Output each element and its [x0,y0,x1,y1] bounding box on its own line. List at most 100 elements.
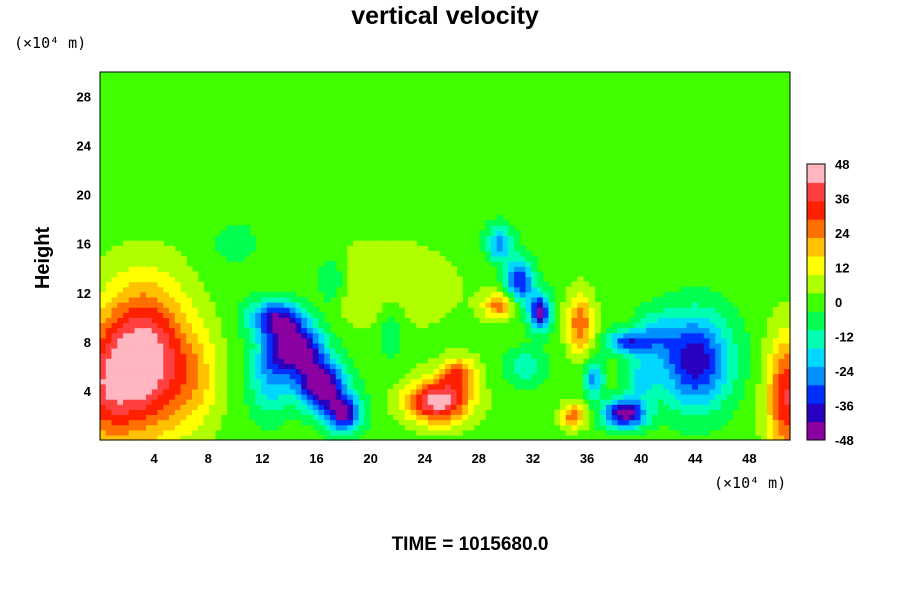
heatmap-cell [387,332,394,339]
heatmap-cell [163,388,170,395]
heatmap-cell [347,434,354,441]
heatmap-cell [376,256,383,262]
heatmap-cell [324,424,331,431]
heatmap-cell [243,342,251,349]
heatmap-cell [399,276,406,283]
heatmap-cell [111,302,118,308]
heatmap-cell [358,256,366,262]
heatmap-cell [289,317,297,324]
heatmap-cell [347,281,354,288]
heatmap-cell [427,286,435,293]
heatmap-cell [663,317,670,324]
heatmap-cell [358,317,366,324]
y-tick-label: 4 [84,384,92,399]
heatmap-cell [180,419,187,426]
heatmap-cell [542,281,550,288]
heatmap-cell [163,424,170,431]
heatmap-cell [174,317,182,324]
heatmap-cell [703,394,711,400]
heatmap-cell [646,348,653,354]
heatmap-cell [709,332,716,339]
heatmap-cell [278,399,285,405]
heatmap-cell [249,394,256,400]
heatmap-cell [255,353,262,359]
heatmap-cell [594,307,601,313]
heatmap-cell [698,296,705,303]
heatmap-cell [485,235,492,242]
heatmap-cell [778,348,785,354]
heatmap-cell [117,388,124,395]
heatmap-cell [519,312,527,318]
heatmap-cell [531,286,538,293]
heatmap-cell [531,358,538,364]
heatmap-cell [312,353,320,359]
heatmap-cell [519,358,527,364]
heatmap-cell [358,240,366,247]
heatmap-cell [151,383,159,390]
heatmap-cell [151,266,159,272]
heatmap-cell [514,383,521,390]
heatmap-cell [111,312,118,318]
heatmap-cell [232,256,239,262]
heatmap-cell [617,358,624,364]
heatmap-cell [439,404,446,410]
heatmap-cell [180,388,187,395]
heatmap-cell [192,307,199,313]
heatmap-cell [629,409,636,416]
heatmap-cell [163,312,170,318]
heatmap-cell [238,256,245,262]
heatmap-cell [433,271,440,278]
heatmap-cell [761,368,768,375]
heatmap-cell [456,424,463,431]
heatmap-cell [439,256,446,262]
colorbar-band [807,200,825,220]
heatmap-cell [675,383,682,390]
heatmap-cell [778,424,785,431]
heatmap-cell [416,281,423,288]
heatmap-cell [623,429,630,436]
heatmap-cell [330,353,337,359]
heatmap-cell [692,296,699,303]
heatmap-cell [157,245,164,252]
heatmap-cell [583,348,590,354]
heatmap-cell [284,348,291,354]
heatmap-cell [140,409,147,416]
heatmap-cell [496,317,504,324]
heatmap-cell [128,373,136,380]
heatmap-cell [255,307,262,313]
heatmap-cell [772,388,780,395]
heatmap-cell [514,358,521,364]
heatmap-cell [496,296,504,303]
heatmap-cell [485,245,492,252]
heatmap-cell [456,429,463,436]
heatmap-cell [146,322,153,329]
heatmap-cell [485,394,492,400]
heatmap-cell [128,404,136,410]
y-tick-label: 28 [77,90,91,105]
heatmap-cell [571,307,578,313]
heatmap-cell [629,342,636,349]
heatmap-cell [266,383,274,390]
heatmap-cell [640,317,647,324]
heatmap-cell [151,322,159,329]
heatmap-cell [387,271,394,278]
heatmap-cell [163,414,170,421]
heatmap-cell [140,348,147,354]
heatmap-cell [387,240,394,247]
heatmap-cell [301,383,308,390]
heatmap-cell [220,250,228,257]
heatmap-cell [427,317,435,324]
heatmap-cell [652,353,659,359]
heatmap-cell [186,291,193,298]
heatmap-cell [330,271,337,278]
heatmap-cell [479,363,486,370]
x-tick-label: 12 [255,451,269,466]
heatmap-cell [387,286,394,293]
heatmap-cell [111,419,118,426]
heatmap-cell [537,281,544,288]
heatmap-cell [571,353,578,359]
heatmap-cell [341,312,348,318]
heatmap-cell [220,358,228,364]
heatmap-cell [353,429,360,436]
heatmap-cell [169,245,176,252]
